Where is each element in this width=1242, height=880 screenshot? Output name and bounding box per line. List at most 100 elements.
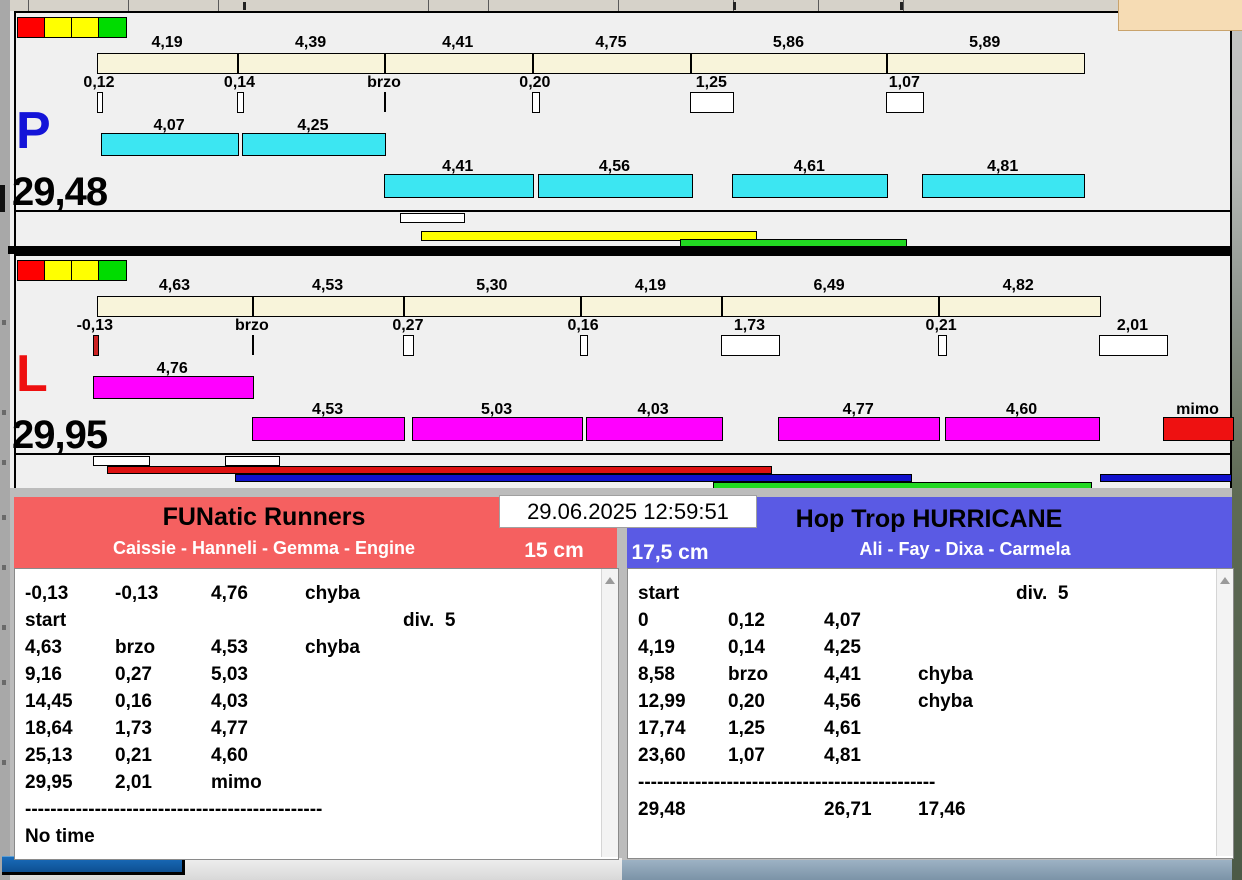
toolbar-strip[interactable] — [10, 0, 1242, 11]
lane-total-time: 29,48 — [12, 170, 108, 214]
left-edge-glyph-mark — [2, 410, 6, 415]
table-cell: chyba — [918, 691, 973, 712]
crossing-time-label: 0,21 — [925, 317, 957, 334]
overlap-indicator-bar — [225, 456, 280, 466]
table-cell: start — [25, 610, 67, 631]
leg-boundary-line — [690, 54, 693, 73]
scroll-up-icon[interactable] — [1220, 577, 1230, 584]
table-cell: chyba — [305, 637, 360, 658]
toolbar-separator — [128, 0, 129, 11]
leg-duration-label: 4,19 — [634, 277, 666, 294]
crossing-time-box — [1098, 335, 1169, 356]
table-cell: 4,25 — [824, 637, 861, 658]
toolbar-separator — [28, 0, 29, 11]
table-cell: 12,99 — [638, 691, 686, 712]
run-time-bar — [412, 417, 583, 441]
table-cell: 29,48 — [638, 799, 686, 820]
team-left-members: Caissie - Hanneli - Gemma - Engine — [112, 538, 416, 558]
toolbar-separator — [428, 0, 429, 11]
crossing-time-label: 1,07 — [888, 74, 920, 91]
leg-boundary-line — [251, 297, 254, 316]
crossing-time-label: brzo — [367, 74, 401, 91]
leg-duration-label: 4,19 — [151, 34, 183, 51]
crossing-early-line — [384, 92, 386, 112]
toolbar-separator — [903, 0, 904, 11]
leg-boundary-line — [403, 297, 406, 316]
run-time-bar — [101, 133, 240, 156]
crossing-time-label: 0,14 — [223, 74, 256, 91]
leg-duration-label: 4,41 — [442, 34, 474, 51]
run-time-bar — [1163, 417, 1234, 441]
run-time-label: 4,56 — [598, 158, 631, 175]
table-cell: 25,13 — [25, 745, 73, 766]
overlap-indicator-bar — [107, 466, 772, 474]
taskbar-area — [622, 860, 1232, 880]
lane-letter-P: P — [16, 102, 51, 160]
overlap-indicator-bar — [400, 213, 465, 223]
leg-duration-label: 4,63 — [158, 277, 190, 294]
overlap-indicator-bar — [1100, 474, 1232, 482]
table-cell: div. 5 — [1016, 583, 1069, 604]
crossing-time-box — [531, 92, 541, 113]
leg-duration-label: 4,39 — [295, 34, 327, 51]
table-cell: 4,61 — [824, 718, 861, 739]
table-cell: 1,07 — [728, 745, 765, 766]
legend-swatch-2 — [71, 260, 100, 281]
table-cell: 14,45 — [25, 691, 73, 712]
toolbar-text-fragment — [900, 2, 903, 10]
table-cell: 4,41 — [824, 664, 861, 685]
toolbar-text-fragment — [733, 2, 736, 10]
toolbar-separator — [618, 0, 619, 11]
left-edge-glyph-mark — [2, 680, 6, 685]
leg-duration-label: 5,89 — [969, 34, 1001, 51]
table-cell: 4,60 — [211, 745, 248, 766]
lane-letter-L: L — [16, 345, 48, 403]
table-cell: 18,64 — [25, 718, 73, 739]
run-time-label: 4,77 — [842, 401, 874, 418]
overlap-strip-border — [14, 455, 1232, 488]
crossing-early-line — [251, 335, 254, 355]
run-time-label: 4,25 — [297, 117, 329, 134]
table-cell: 0,21 — [115, 745, 152, 766]
legend-swatch-1 — [44, 260, 73, 281]
crossing-time-box — [720, 335, 781, 356]
table-cell: mimo — [211, 772, 262, 793]
team-left-jump-height: 15 cm — [524, 539, 584, 562]
leg-duration-axis-bar — [97, 296, 1101, 317]
table-cell: 4,76 — [211, 583, 248, 604]
table-cell: 4,56 — [824, 691, 861, 712]
table-dash-separator: ----------------------------------------… — [25, 799, 323, 820]
table-cell: brzo — [728, 664, 769, 685]
team-left-table[interactable]: -0,13 -0,13 4,76 chyba start div. 5 4,63 brzo 4,… — [14, 568, 619, 860]
crossing-time-box — [690, 92, 735, 113]
table-cell: 17,46 — [918, 799, 966, 820]
peach-overlay — [1118, 0, 1242, 31]
run-time-bar — [778, 417, 940, 441]
table-cell: 4,53 — [211, 637, 248, 658]
run-time-bar — [585, 417, 723, 441]
scroll-up-icon[interactable] — [605, 577, 615, 584]
table-cell: chyba — [918, 664, 973, 685]
team-right-scrollbar[interactable] — [1216, 569, 1233, 856]
leg-duration-label: 4,75 — [595, 34, 627, 51]
table-cell: 4,77 — [211, 718, 248, 739]
leg-boundary-line — [580, 297, 583, 316]
table-cell: 5,03 — [211, 664, 248, 685]
window-left-edge — [0, 0, 10, 880]
crossing-time-box — [580, 335, 588, 356]
team-right-table[interactable]: start div. 5 0 0,12 4,07 4,19 0,14 4,25 8,58 brzo… — [627, 568, 1234, 859]
left-edge-glyph-mark — [2, 625, 6, 630]
overlap-indicator-bar — [421, 231, 757, 241]
table-cell: 4,63 — [25, 637, 62, 658]
crossing-time-label: 0,12 — [83, 74, 115, 91]
table-cell: No time — [25, 826, 95, 847]
table-cell: 8,58 — [638, 664, 675, 685]
crossing-time-box — [937, 335, 947, 356]
team-left-scrollbar[interactable] — [601, 569, 618, 857]
table-cell: 17,74 — [638, 718, 686, 739]
run-time-bar — [538, 174, 693, 198]
crossing-time-box — [886, 92, 925, 113]
crossing-time-label: 2,01 — [1116, 317, 1149, 334]
legend-swatch-3 — [98, 260, 127, 281]
leg-boundary-line — [720, 297, 723, 316]
